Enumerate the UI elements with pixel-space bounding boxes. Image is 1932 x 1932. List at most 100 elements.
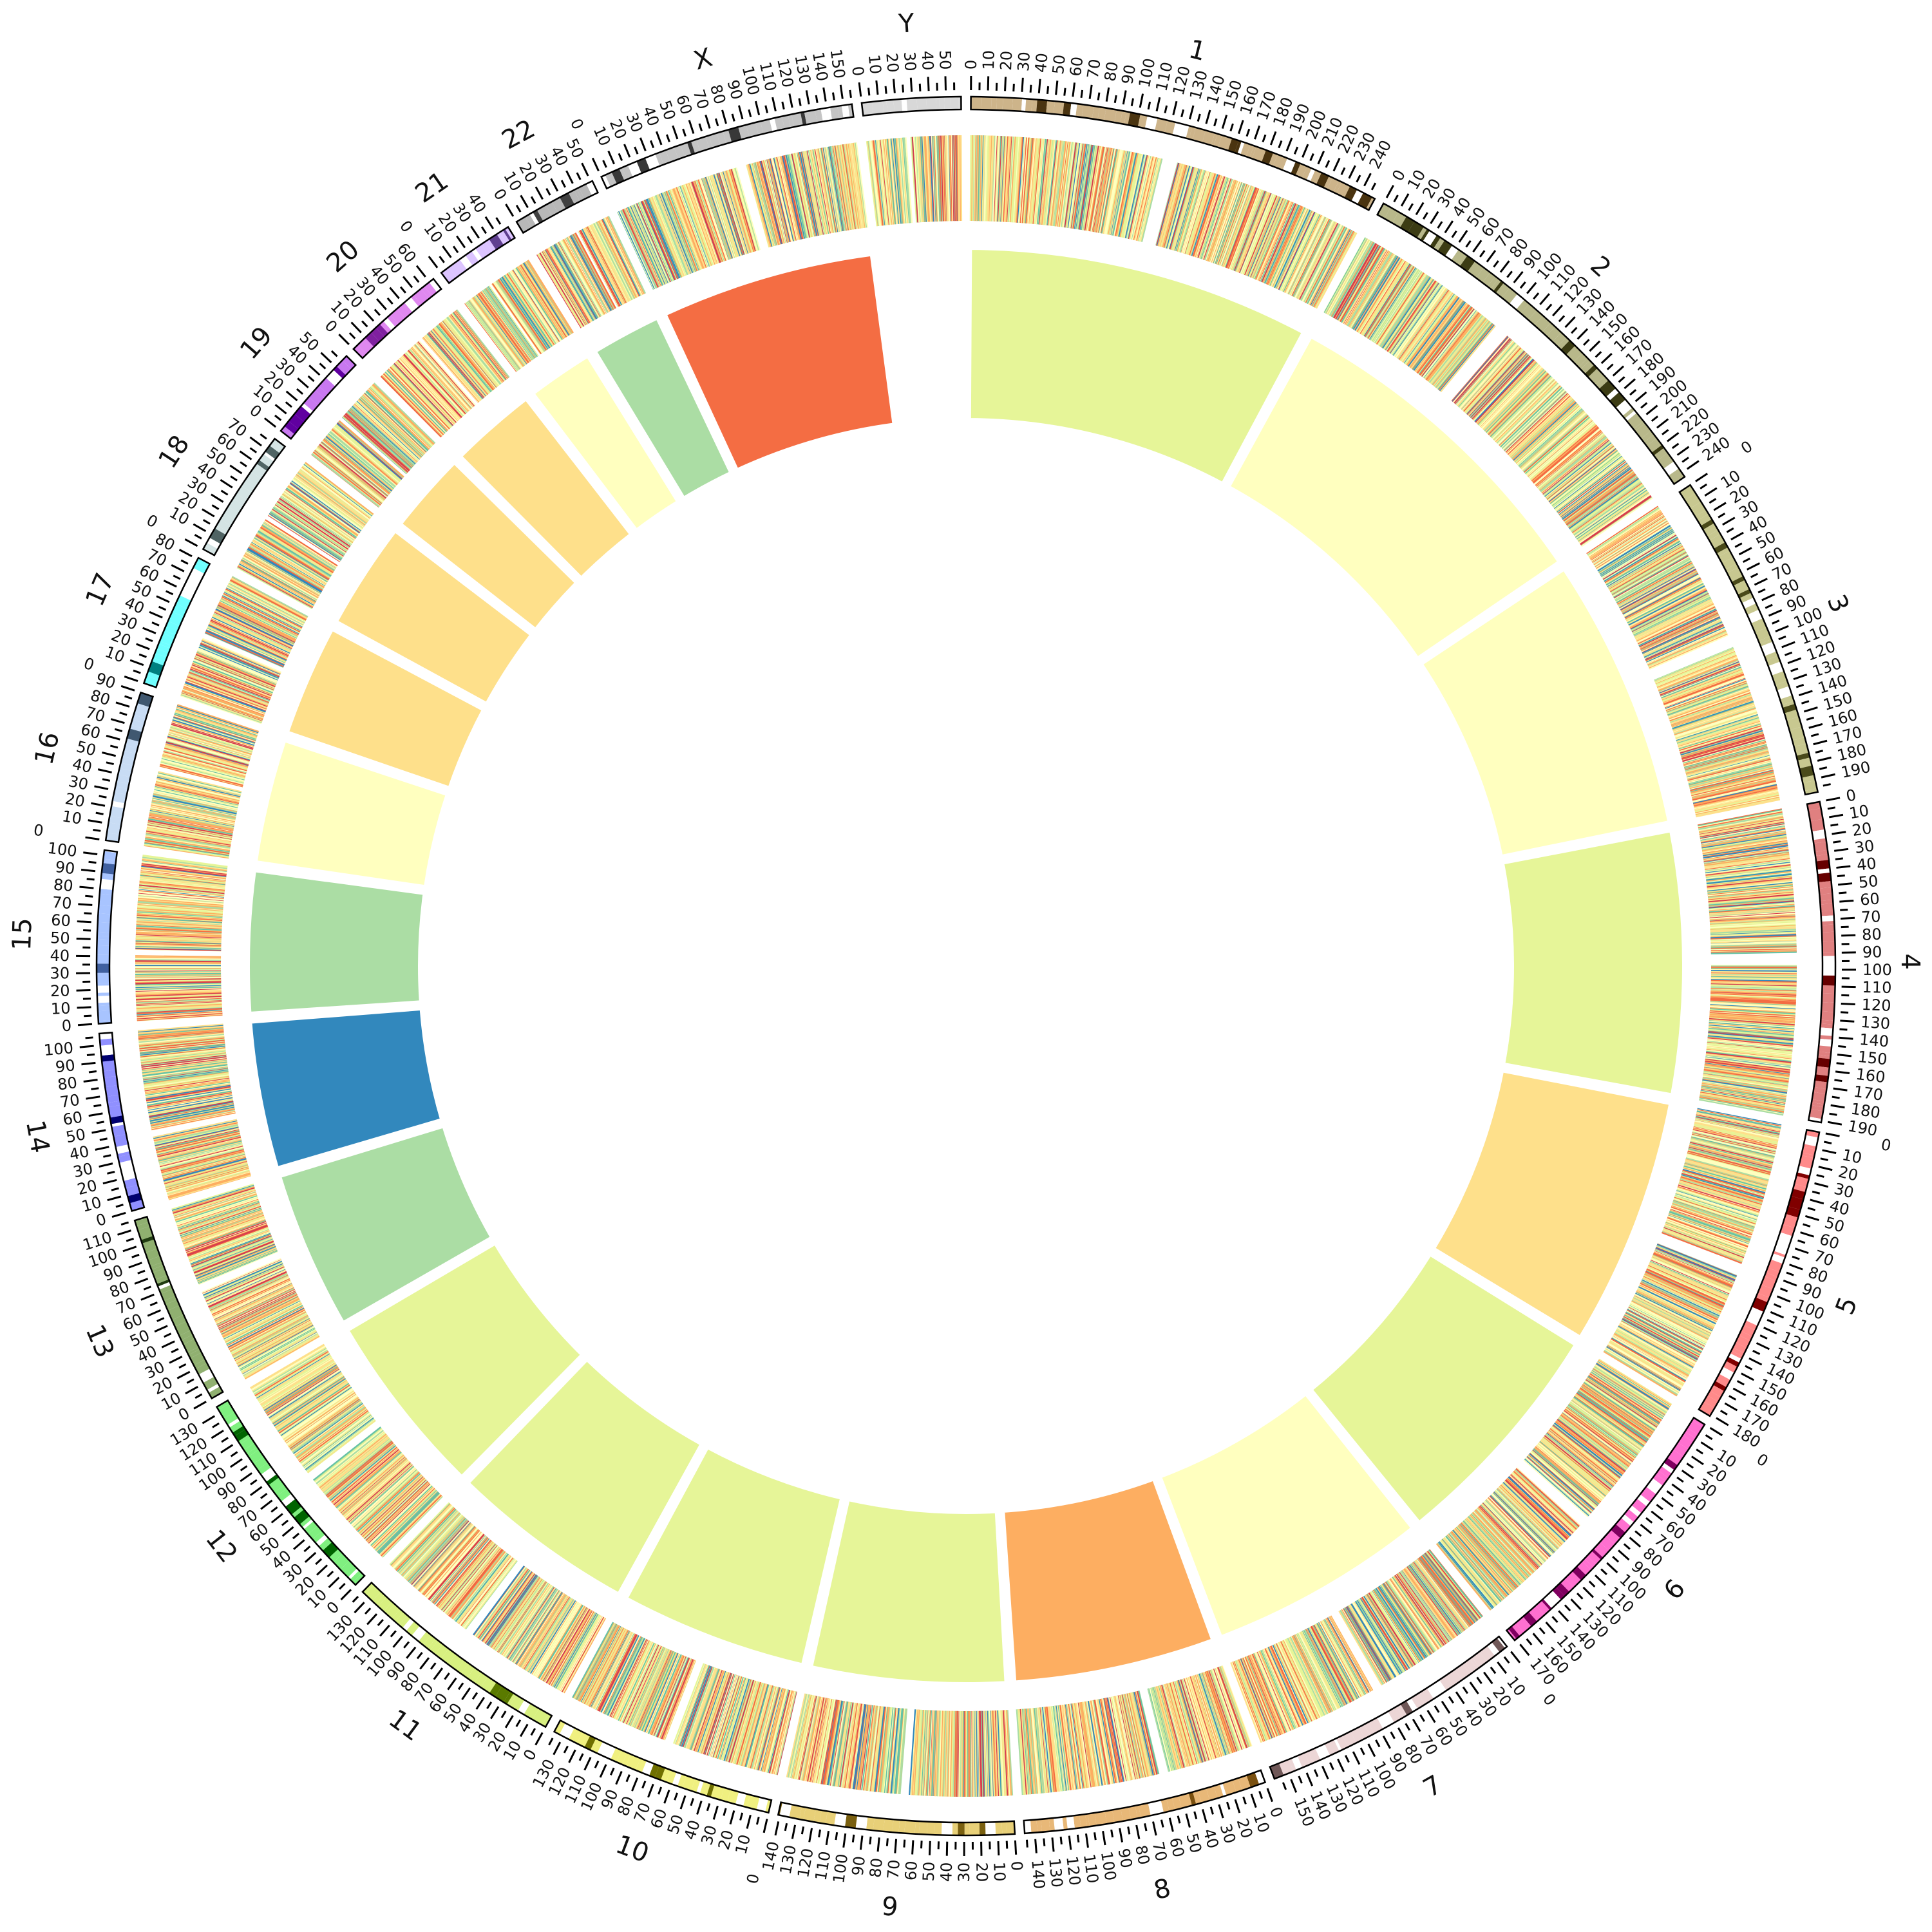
heatmap-line-chr-4 — [1698, 813, 1783, 831]
heatmap-line-chr-3 — [1688, 761, 1772, 784]
heatmap-line-chr-1 — [1300, 223, 1340, 301]
heatmap-line-chr-4 — [1710, 1008, 1795, 1015]
heatmap-line-chr-1 — [1314, 231, 1356, 308]
heatmap-line-chr-4 — [1706, 869, 1792, 881]
heatmap-line-chr-5 — [1688, 1146, 1772, 1170]
heatmap-line-chr-3 — [1617, 562, 1693, 605]
heatmap-line-chr-3 — [1624, 577, 1701, 619]
heatmap-line-chr-3 — [1622, 573, 1699, 616]
bar-chr-19 — [397, 459, 580, 633]
heatmap-line-chr-3 — [1665, 678, 1747, 710]
heatmap-line-chr-3 — [1659, 661, 1740, 694]
heatmap-line-chr-3 — [1621, 570, 1698, 613]
heatmap-line-chr-5 — [1692, 1130, 1777, 1151]
heatmap-line-chr-2 — [1559, 463, 1629, 516]
heatmap-line-chr-1 — [1000, 136, 1007, 222]
heatmap-line-chr-4 — [1709, 1025, 1794, 1034]
heatmap-line-chr-3 — [1684, 744, 1768, 770]
heatmap-line-chr-2 — [1575, 488, 1647, 539]
heatmap-line-chr-3 — [1672, 701, 1754, 730]
heatmap-line-chr-2 — [1358, 260, 1405, 334]
heatmap-line-chr-1 — [979, 135, 983, 222]
heatmap-line-chr-4 — [1710, 977, 1797, 981]
heatmap-line-chr-5 — [1680, 1175, 1763, 1202]
heatmap-line-chr-5 — [1687, 1151, 1771, 1174]
heatmap-line-chr-4 — [1710, 942, 1797, 946]
bar-chr-15 — [246, 867, 427, 1016]
heatmap-line-chr-1 — [1248, 197, 1283, 278]
heatmap-line-chr-3 — [1678, 721, 1761, 748]
heatmap-line-chr-4 — [1707, 884, 1794, 895]
heatmap-line-chr-2 — [1435, 321, 1491, 389]
heatmap-line-chr-1 — [1067, 143, 1081, 229]
heatmap-line-chr-2 — [1434, 319, 1489, 387]
heatmap-line-chr-3 — [1604, 536, 1678, 583]
heatmap-line-chr-3 — [1599, 528, 1673, 574]
heatmap-line-chr-1 — [1081, 145, 1097, 231]
heatmap-line-chr-2 — [1419, 307, 1473, 376]
heatmap-line-chr-3 — [1620, 569, 1697, 611]
heatmap-line-chr-2 — [1490, 375, 1552, 438]
heatmap-line-chr-1 — [1224, 186, 1255, 268]
bar-chr-13 — [277, 1123, 495, 1326]
heatmap-line-chr-5 — [1678, 1184, 1761, 1211]
heatmap-line-chr-3 — [1615, 557, 1690, 601]
heatmap-line-chr-5 — [1685, 1157, 1769, 1181]
heatmap-line-chr-1 — [978, 135, 981, 222]
heatmap-line-chr-2 — [1493, 379, 1555, 440]
heatmap-line-chr-4 — [1710, 983, 1797, 987]
heatmap-line-chr-3 — [1633, 595, 1710, 635]
heatmap-line-chr-3 — [1692, 779, 1776, 800]
heatmap-line-chr-2 — [1516, 406, 1581, 465]
heatmap-line-chr-3 — [1644, 622, 1723, 659]
heatmap-line-chr-1 — [1236, 191, 1269, 272]
heatmap-line-chr-3 — [1690, 772, 1774, 794]
heatmap-line-chr-1 — [1304, 225, 1345, 303]
heatmap-line-chr-4 — [1709, 900, 1795, 909]
heatmap-line-chr-3 — [1676, 715, 1759, 743]
heatmap-line-chr-4 — [1710, 940, 1797, 944]
heatmap-line-chr-3 — [1690, 770, 1774, 791]
heatmap-line-chr-3 — [1602, 533, 1676, 580]
heatmap-line-chr-4 — [1708, 1031, 1794, 1041]
heatmap-line-chr-2 — [1416, 303, 1469, 373]
heatmap-line-chr-1 — [1175, 169, 1201, 252]
heatmap-line-chr-1 — [1129, 155, 1150, 240]
heatmap-line-chr-4 — [1710, 947, 1797, 951]
heatmap-line-chr-2 — [1423, 309, 1477, 379]
heatmap-line-chr-2 — [1581, 497, 1653, 547]
heatmap-line-chr-4 — [1708, 895, 1794, 904]
heatmap-line-chr-4 — [1705, 860, 1790, 873]
heatmap-line-chr-3 — [1694, 791, 1779, 811]
heatmap-line-chr-4 — [1709, 909, 1795, 916]
heatmap-line-chr-4 — [1709, 1011, 1795, 1018]
heatmap-line-chr-4 — [1710, 934, 1797, 939]
heatmap-line-chr-5 — [1676, 1188, 1759, 1215]
heatmap-line-chr-2 — [1572, 482, 1643, 534]
heatmap-line-chr-1 — [1084, 146, 1099, 231]
heatmap-line-chr-1 — [1209, 181, 1240, 263]
heatmap-line-chr-4 — [1709, 1015, 1795, 1023]
heatmap-line-chr-1 — [987, 135, 991, 222]
heatmap-line-chr-2 — [1457, 341, 1515, 407]
heatmap-line-chr-2 — [1329, 240, 1372, 316]
heatmap-line-chr-4 — [1710, 926, 1796, 932]
heatmap-line-chr-1 — [995, 136, 1001, 222]
heatmap-line-chr-2 — [1492, 377, 1554, 439]
heatmap-line-chr-4 — [1708, 1033, 1794, 1043]
heatmap-line-chr-5 — [1677, 1187, 1759, 1215]
bar-chr-20 — [457, 395, 634, 582]
heatmap-line-chr-2 — [1335, 244, 1379, 320]
heatmap-line-chr-4 — [1704, 853, 1790, 866]
heatmap-line-chr-4 — [1702, 838, 1787, 853]
heatmap-line-chr-2 — [1468, 352, 1527, 417]
heatmap-line-chr-2 — [1464, 348, 1522, 413]
heatmap-line-chr-2 — [1566, 474, 1636, 526]
heatmap-line-chr-2 — [1487, 372, 1549, 435]
heatmap-line-chr-1 — [1014, 137, 1022, 223]
heatmap-line-chr-2 — [1339, 247, 1384, 322]
heatmap-line-chr-1 — [1003, 136, 1010, 222]
heatmap-line-chr-1 — [1236, 192, 1269, 272]
heatmap-line-chr-3 — [1615, 558, 1691, 602]
